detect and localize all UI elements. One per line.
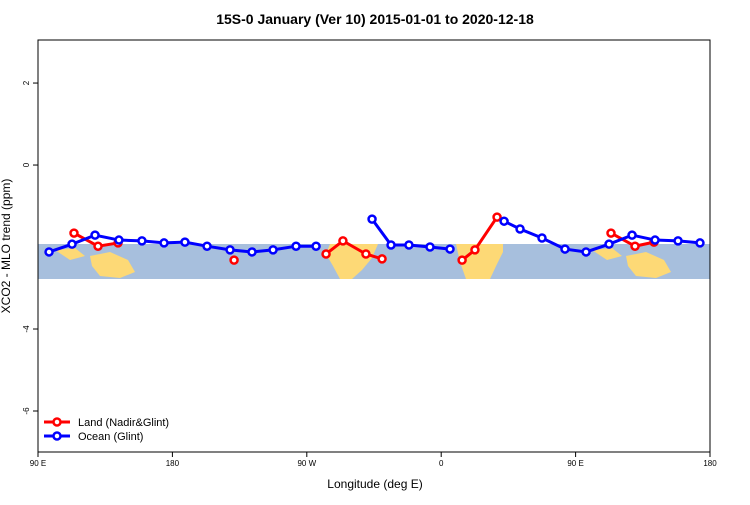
data-point	[515, 224, 525, 234]
data-point	[268, 245, 278, 255]
x-tick-label: 90 W	[297, 459, 316, 468]
legend-label: Ocean (Glint)	[78, 431, 143, 443]
y-tick-label: 0	[22, 162, 31, 167]
data-point	[114, 235, 124, 245]
data-point	[492, 212, 502, 222]
x-tick-label: 180	[703, 459, 717, 468]
data-point	[367, 214, 377, 224]
data-point	[137, 236, 147, 246]
data-point	[470, 245, 480, 255]
data-point	[445, 244, 455, 254]
y-tick-label: -6	[22, 407, 31, 415]
data-point	[695, 238, 705, 248]
x-tick-label: 90 E	[567, 459, 583, 468]
data-point	[537, 233, 547, 243]
land-patch	[55, 248, 85, 260]
data-point	[604, 239, 614, 249]
data-point	[627, 230, 637, 240]
data-point	[377, 254, 387, 264]
land-patch	[90, 252, 135, 278]
data-point	[386, 240, 396, 250]
legend-marker	[52, 417, 62, 427]
chart-title: 15S-0 January (Ver 10) 2015-01-01 to 202…	[216, 11, 534, 27]
data-point	[499, 216, 509, 226]
data-point	[247, 247, 257, 257]
data-point	[321, 249, 331, 259]
data-point	[202, 241, 212, 251]
x-tick-label: 90 E	[30, 459, 46, 468]
data-point	[90, 230, 100, 240]
y-tick-label: 2	[22, 80, 31, 85]
data-point	[606, 228, 616, 238]
x-tick-label: 0	[439, 459, 444, 468]
y-axis-label: XCO2 - MLO trend (ppm)	[0, 179, 13, 314]
y-tick-label: -4	[22, 325, 31, 333]
data-point	[361, 249, 371, 259]
x-axis-label: Longitude (deg E)	[327, 477, 422, 491]
data-point	[69, 228, 79, 238]
plot-frame	[37, 39, 711, 453]
map-band	[38, 244, 710, 279]
data-point	[44, 247, 54, 257]
x-tick-label: 180	[166, 459, 180, 468]
data-point	[291, 241, 301, 251]
data-point	[159, 238, 169, 248]
data-point	[457, 255, 467, 265]
data-point	[311, 241, 321, 251]
land-patch	[456, 244, 503, 279]
legend-label: Land (Nadir&Glint)	[78, 417, 169, 429]
data-point	[93, 241, 103, 251]
data-point	[630, 241, 640, 251]
data-point	[229, 255, 239, 265]
data-point	[67, 239, 77, 249]
data-point	[225, 245, 235, 255]
data-point	[650, 235, 660, 245]
land-patch	[626, 252, 671, 278]
data-point	[404, 240, 414, 250]
data-point	[560, 244, 570, 254]
land-patch	[592, 248, 622, 260]
data-point	[180, 237, 190, 247]
data-point	[338, 236, 348, 246]
legend-marker	[52, 431, 62, 441]
data-point	[673, 236, 683, 246]
data-point	[425, 242, 435, 252]
data-point	[581, 247, 591, 257]
